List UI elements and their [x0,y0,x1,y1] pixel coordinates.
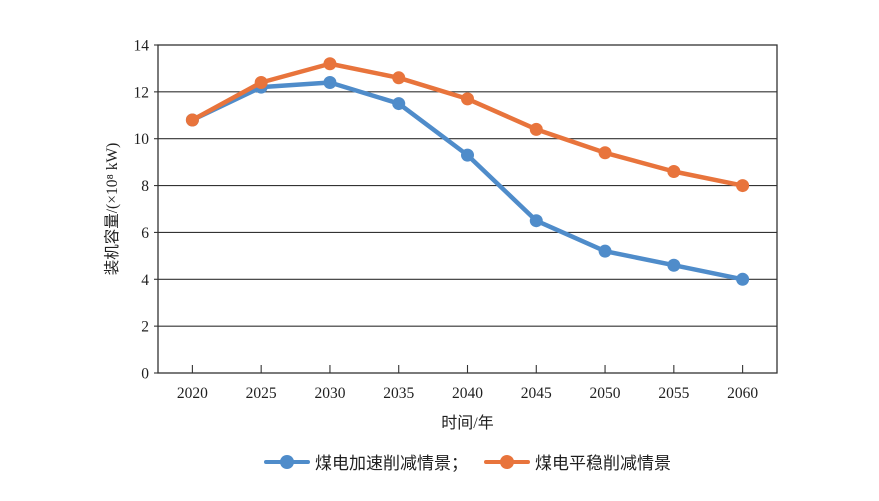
series-1-data-point [667,165,681,179]
y-axis-title: 装机容量/(×10⁸ kW) [103,143,121,276]
legend-marker-dot [280,454,294,469]
x-tick-label: 2030 [314,385,345,402]
y-tick-label: 6 [141,225,149,242]
x-tick-label: 2045 [521,385,552,402]
y-tick-label: 8 [141,178,149,195]
x-tick-label: 2055 [658,385,689,402]
x-tick-label: 2025 [246,385,277,402]
series-1-data-point [254,75,268,89]
series-1-data-point [598,146,612,160]
x-tick-label: 2035 [383,385,414,402]
series-1-data-point [461,92,474,106]
series-0-data-point [529,214,543,228]
series-1-data-point [736,179,750,193]
series-0-data-point [736,272,750,286]
series-1-data-point [323,57,337,71]
series-0-data-point [461,148,474,162]
x-axis-title: 时间/年 [441,414,493,432]
series-1-line [190,61,745,188]
series-0-data-point [323,75,337,89]
series-0-data-point [667,258,681,272]
legend-label: 煤电平稳削减情景 [535,454,671,473]
legend-item-steady-reduction: 煤电平稳削减情景 [484,449,671,474]
legend-label: 煤电加速削减情景； [315,454,468,473]
x-tick-label: 2040 [452,385,483,402]
legend-marker-dot [500,454,514,469]
series-0-data-point [598,244,612,258]
legend-line-dot-marker [264,454,310,469]
series-1-data-point [185,113,199,127]
series-0-data-point [392,97,406,111]
series-1-data-point [392,71,406,85]
x-tick-label: 2020 [177,385,208,402]
chart-legend: 煤电加速削减情景； 煤电平稳削减情景 [158,449,777,474]
y-tick-label: 12 [134,84,150,101]
legend-line-dot-marker [484,454,530,469]
y-tick-label: 4 [141,272,149,289]
y-tick-label: 10 [134,131,150,148]
y-tick-label: 2 [141,319,149,336]
series-0-line [190,80,745,282]
y-tick-label: 0 [141,366,149,383]
x-tick-label: 2060 [727,385,758,402]
y-tick-label: 14 [134,38,150,55]
x-tick-label: 2050 [590,385,621,402]
series-1-data-point [529,122,543,136]
legend-item-accelerated-reduction: 煤电加速削减情景； [264,449,468,474]
